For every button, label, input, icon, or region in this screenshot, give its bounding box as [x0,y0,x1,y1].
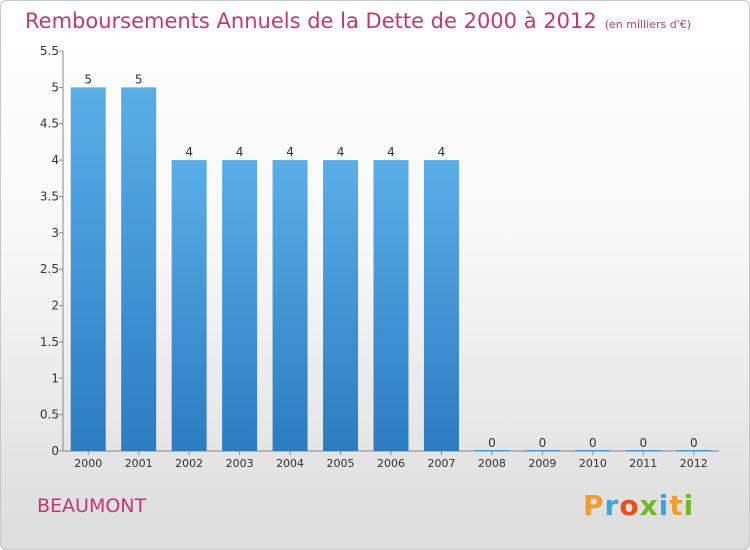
x-tick-label: 2001 [125,457,153,470]
bar [474,450,510,451]
data-label: 5 [84,72,92,86]
logo-letter: t [669,489,684,522]
x-tick-label: 2012 [680,457,708,470]
bar [222,160,258,451]
y-tick-label: 2.5 [40,262,59,276]
data-label: 4 [236,145,244,159]
title-main: Remboursements Annuels de la Dette de 20… [25,9,597,33]
logo-letter: o [619,489,640,522]
unit-note: (en milliers d'€) [604,18,691,31]
y-tick-label: 4.5 [40,117,59,131]
bar [524,450,560,451]
x-tick-label: 2008 [478,457,506,470]
logo-letter: i [658,489,670,522]
bar [676,450,712,451]
logo-letter: P [583,489,605,522]
x-tick-label: 2009 [528,457,556,470]
x-tick-label: 2011 [629,457,657,470]
x-tick-label: 2005 [327,457,355,470]
data-label: 4 [438,145,446,159]
x-tick-label: 2010 [579,457,607,470]
data-label: 0 [589,436,597,450]
y-tick-label: 3 [51,226,59,240]
x-tick-label: 2003 [226,457,254,470]
x-tick-label: 2006 [377,457,405,470]
data-label: 4 [185,145,193,159]
data-label: 4 [286,145,294,159]
y-tick-label: 5.5 [40,44,59,58]
y-tick-label: 0.5 [40,408,59,422]
y-tick-label: 5 [51,80,59,94]
proxiti-logo: Proxiti [583,489,694,522]
y-tick-label: 2 [51,299,59,313]
logo-letter: r [604,489,620,522]
y-tick-label: 3.5 [40,189,59,203]
logo-letter: i [683,489,695,522]
data-label: 0 [539,436,547,450]
data-label: 0 [690,436,698,450]
y-tick-label: 4 [51,153,59,167]
bar [373,160,409,451]
data-label: 4 [387,145,395,159]
data-label: 4 [337,145,345,159]
data-label: 5 [135,72,143,86]
x-tick-label: 2000 [74,457,102,470]
commune-name: BEAUMONT [37,495,147,517]
logo-letter: x [639,489,659,522]
bar [171,160,207,451]
bar [272,160,308,451]
bar [423,160,459,451]
y-tick-label: 1.5 [40,335,59,349]
data-label: 0 [488,436,496,450]
bar [575,450,611,451]
bar [121,87,157,451]
chart-title: Remboursements Annuels de la Dette de 20… [25,9,691,33]
y-tick-label: 0 [51,444,59,458]
x-tick-label: 2004 [276,457,304,470]
bar [70,87,106,451]
bar [625,450,661,451]
bar [323,160,359,451]
x-tick-label: 2002 [175,457,203,470]
data-label: 0 [639,436,647,450]
x-tick-label: 2007 [427,457,455,470]
y-tick-label: 1 [51,371,59,385]
